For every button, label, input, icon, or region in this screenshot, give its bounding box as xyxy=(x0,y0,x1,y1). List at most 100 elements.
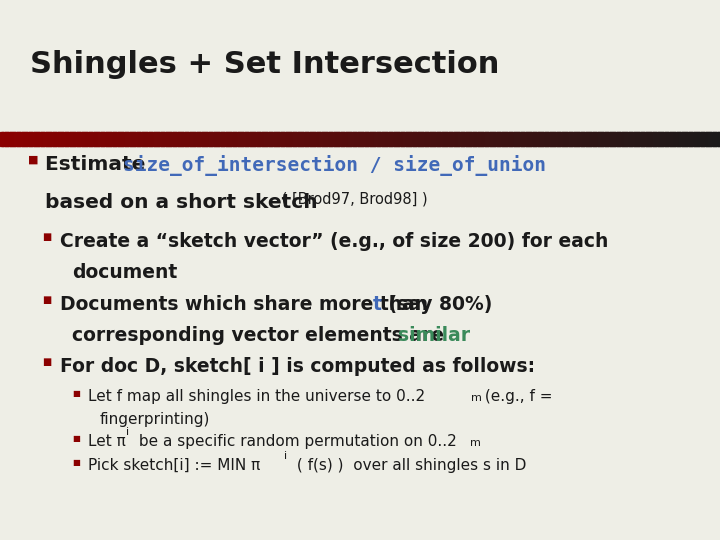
Bar xyxy=(595,132,598,146)
Bar xyxy=(482,132,486,146)
Bar xyxy=(153,132,157,146)
Bar xyxy=(523,132,526,146)
Bar xyxy=(639,132,642,146)
Bar xyxy=(480,132,483,146)
Bar xyxy=(324,132,328,146)
Bar xyxy=(396,132,400,146)
Bar xyxy=(221,132,224,146)
Bar xyxy=(132,132,135,146)
Bar xyxy=(449,132,452,146)
Bar xyxy=(29,132,32,146)
Bar xyxy=(487,132,490,146)
Bar xyxy=(405,132,409,146)
Text: Let f map all shingles in the universe to 0..2: Let f map all shingles in the universe t… xyxy=(88,389,425,404)
Bar xyxy=(338,132,342,146)
Bar xyxy=(178,132,181,146)
Bar xyxy=(382,132,385,146)
Bar xyxy=(189,132,193,146)
Bar xyxy=(91,132,94,146)
Bar xyxy=(108,132,112,146)
Bar xyxy=(276,132,279,146)
Text: ■: ■ xyxy=(72,434,80,443)
Bar xyxy=(113,132,116,146)
Bar xyxy=(171,132,174,146)
Bar xyxy=(271,132,274,146)
Bar xyxy=(574,132,577,146)
Bar xyxy=(718,132,720,146)
Bar xyxy=(619,132,623,146)
Bar xyxy=(235,132,238,146)
Bar xyxy=(672,132,675,146)
Bar xyxy=(427,132,431,146)
Bar xyxy=(495,132,498,146)
Bar xyxy=(216,132,220,146)
Bar xyxy=(542,132,546,146)
Bar xyxy=(468,132,472,146)
Bar xyxy=(547,132,551,146)
Bar xyxy=(675,132,678,146)
Text: ■: ■ xyxy=(72,458,80,467)
Bar xyxy=(459,132,462,146)
Bar xyxy=(67,132,71,146)
Bar xyxy=(36,132,40,146)
Bar xyxy=(135,132,138,146)
Bar xyxy=(110,132,114,146)
Bar xyxy=(614,132,618,146)
Bar xyxy=(106,132,109,146)
Bar xyxy=(245,132,248,146)
Bar xyxy=(286,132,289,146)
Bar xyxy=(463,132,467,146)
Bar xyxy=(180,132,184,146)
Bar xyxy=(99,132,102,146)
Bar xyxy=(600,132,603,146)
Bar xyxy=(72,132,76,146)
Bar xyxy=(322,132,325,146)
Bar xyxy=(89,132,92,146)
Bar xyxy=(120,132,123,146)
Bar xyxy=(617,132,620,146)
Bar xyxy=(130,132,133,146)
Bar xyxy=(398,132,402,146)
Bar xyxy=(94,132,97,146)
Bar xyxy=(437,132,440,146)
Bar xyxy=(182,132,186,146)
Bar xyxy=(326,132,330,146)
Text: Create a “sketch vector” (e.g., of size 200) for each: Create a “sketch vector” (e.g., of size … xyxy=(60,232,608,251)
Bar xyxy=(511,132,515,146)
Text: ( f(s) )  over all shingles s in D: ( f(s) ) over all shingles s in D xyxy=(292,458,526,473)
Bar xyxy=(454,132,457,146)
Bar xyxy=(117,132,121,146)
Bar xyxy=(425,132,428,146)
Text: document: document xyxy=(72,263,177,282)
Bar xyxy=(528,132,531,146)
Bar xyxy=(168,132,171,146)
Bar xyxy=(367,132,371,146)
Bar xyxy=(698,132,702,146)
Bar xyxy=(137,132,140,146)
Text: be a specific random permutation on 0..2: be a specific random permutation on 0..2 xyxy=(134,434,456,449)
Bar xyxy=(650,132,654,146)
Bar xyxy=(408,132,411,146)
Bar xyxy=(187,132,191,146)
Bar xyxy=(240,132,243,146)
Bar xyxy=(557,132,560,146)
Bar xyxy=(420,132,423,146)
Bar xyxy=(14,132,18,146)
Bar xyxy=(351,132,354,146)
Bar xyxy=(629,132,632,146)
Bar xyxy=(362,132,366,146)
Bar xyxy=(41,132,44,146)
Bar xyxy=(470,132,474,146)
Bar xyxy=(7,132,11,146)
Text: similar: similar xyxy=(398,326,470,345)
Bar xyxy=(567,132,570,146)
Bar xyxy=(353,132,356,146)
Bar xyxy=(521,132,524,146)
Bar xyxy=(125,132,128,146)
Bar xyxy=(641,132,644,146)
Bar xyxy=(410,132,414,146)
Bar xyxy=(506,132,510,146)
Bar xyxy=(703,132,706,146)
Bar xyxy=(288,132,292,146)
Bar xyxy=(307,132,310,146)
